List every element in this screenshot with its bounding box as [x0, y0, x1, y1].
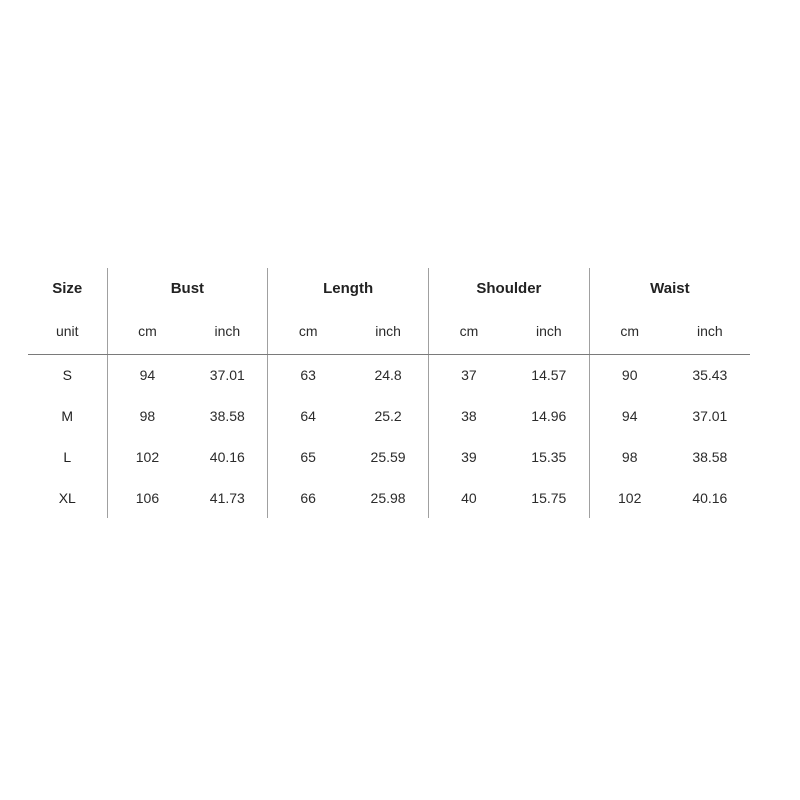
value-cell: 25.2: [348, 395, 430, 436]
value-cell: 94: [621, 407, 638, 424]
value-cell: 41.73: [187, 477, 269, 518]
value-cell: 14.57: [508, 354, 590, 395]
value-cell: 38: [461, 407, 477, 424]
size-cell: XL: [28, 477, 108, 518]
unit-cell: cm: [428, 308, 509, 355]
size-chart-table: Size Bust Length Shoulder Waist unit cm …: [28, 268, 751, 518]
value-cell: 37: [461, 366, 477, 383]
value-cell: 15.75: [508, 477, 590, 518]
value-cell: 94: [139, 366, 156, 383]
value-cell: 66: [300, 489, 316, 506]
value-cell: 38.58: [692, 448, 728, 465]
size-cell: M: [28, 395, 108, 436]
table-row-l: L 102 40.16 65 25.59 39 15.35 98 38.58: [28, 436, 750, 477]
value-cell: 35.43: [692, 366, 728, 383]
unit-cell: cm: [107, 308, 188, 355]
unit-cell: inch: [508, 308, 590, 355]
value-cell: 15.35: [508, 436, 590, 477]
value-cell: 14.96: [508, 395, 590, 436]
value-cell: 102: [618, 489, 642, 506]
value-cell: 40.16: [692, 489, 728, 506]
value-cell: 102: [135, 448, 160, 465]
value-cell: 64: [300, 407, 316, 424]
value-cell: 40.16: [187, 436, 269, 477]
value-cell: 98: [621, 448, 638, 465]
group-header-row: Size Bust Length Shoulder Waist: [28, 268, 750, 308]
unit-cell: inch: [187, 308, 269, 355]
value-cell: 98: [139, 407, 156, 424]
table-row-m: M 98 38.58 64 25.2 38 14.96 94 37.01: [28, 395, 750, 436]
unit-row: unit cm inch cm inch cm inch cm inch: [28, 308, 751, 355]
value-cell: 25.59: [348, 436, 430, 477]
value-cell: 25.98: [348, 477, 430, 518]
unit-cell: inch: [669, 308, 751, 355]
table-row-xl: XL 106 41.73 66 25.98 40 15.75 102 40.16: [28, 477, 750, 518]
size-cell: L: [28, 436, 108, 477]
unit-cell: cm: [267, 308, 349, 355]
unit-cell: cm: [589, 308, 670, 355]
value-cell: 38.58: [187, 395, 269, 436]
value-cell: 63: [300, 366, 316, 383]
value-cell: 24.8: [348, 354, 430, 395]
value-cell: 37.01: [187, 354, 269, 395]
column-header-size: Size: [28, 268, 108, 308]
value-cell: 37.01: [692, 407, 728, 424]
size-cell: S: [28, 354, 108, 395]
column-header-length: Length: [267, 268, 429, 308]
value-cell: 65: [300, 448, 316, 465]
unit-cell: inch: [348, 308, 430, 355]
column-header-shoulder: Shoulder: [428, 268, 590, 308]
unit-label-cell: unit: [28, 308, 108, 355]
value-cell: 106: [135, 489, 160, 506]
value-cell: 90: [621, 366, 638, 383]
table-row-s: S 94 37.01 63 24.8 37 14.57 90 35.43: [28, 354, 750, 395]
value-cell: 39: [461, 448, 477, 465]
value-cell: 40: [461, 489, 477, 506]
column-header-bust: Bust: [107, 268, 269, 308]
column-header-waist: Waist: [650, 279, 690, 297]
